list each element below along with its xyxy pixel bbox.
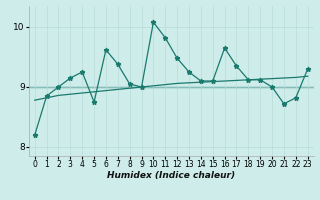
X-axis label: Humidex (Indice chaleur): Humidex (Indice chaleur) — [107, 171, 235, 180]
